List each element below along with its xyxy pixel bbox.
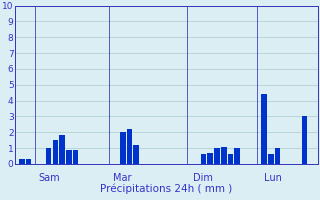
Bar	[46, 148, 52, 164]
Bar	[234, 148, 240, 164]
Bar	[301, 116, 307, 164]
Bar	[59, 135, 65, 164]
Bar	[261, 94, 267, 164]
Bar	[73, 150, 78, 164]
Text: Sam: Sam	[38, 173, 60, 183]
Text: Dim: Dim	[193, 173, 213, 183]
Bar	[26, 159, 31, 164]
Bar	[133, 145, 139, 164]
Bar	[19, 159, 25, 164]
Bar	[201, 154, 206, 164]
X-axis label: Précipitations 24h ( mm ): Précipitations 24h ( mm )	[100, 183, 233, 194]
Bar	[268, 154, 274, 164]
Bar	[207, 153, 213, 164]
Bar	[275, 148, 280, 164]
Bar	[66, 150, 72, 164]
Bar	[120, 132, 125, 164]
Bar	[228, 154, 233, 164]
Bar	[221, 147, 227, 164]
Text: Lun: Lun	[264, 173, 282, 183]
Bar	[52, 140, 58, 164]
Text: Mar: Mar	[113, 173, 131, 183]
Bar	[214, 148, 220, 164]
Bar	[126, 129, 132, 164]
